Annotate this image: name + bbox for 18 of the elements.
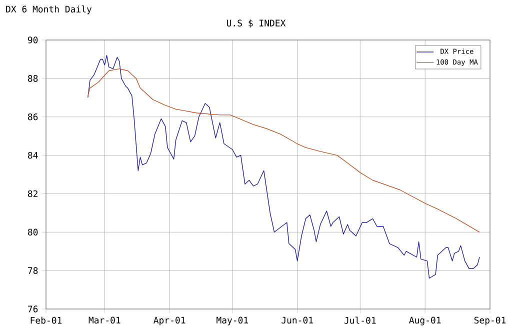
chart-title: U.S $ INDEX	[226, 20, 286, 28]
x-tick-label: Sep-01	[474, 316, 506, 326]
y-tick-label: 88	[28, 75, 38, 82]
y-tick-label: 80	[28, 228, 38, 236]
x-tick-label: Feb-01	[30, 316, 62, 324]
y-tick-label: 90	[28, 36, 38, 44]
x-tick-label: Jul-01	[344, 316, 376, 324]
x-tick-label: Mar-01	[88, 316, 120, 324]
x-tick-label: May-01	[216, 316, 248, 326]
x-tick-label: Apr-01	[154, 316, 186, 326]
y-tick-label: 82	[28, 190, 38, 198]
x-tick-label: Aug-01	[409, 316, 441, 326]
y-tick-label: 78	[28, 267, 38, 274]
y-tick-label: 76	[28, 306, 38, 312]
y-tick-label: 86	[28, 113, 38, 120]
y-tick-label: 84	[28, 152, 38, 159]
x-tick-label: Jun-01	[282, 316, 313, 324]
chart-subtitle: DX 6 Month Daily	[6, 6, 92, 14]
